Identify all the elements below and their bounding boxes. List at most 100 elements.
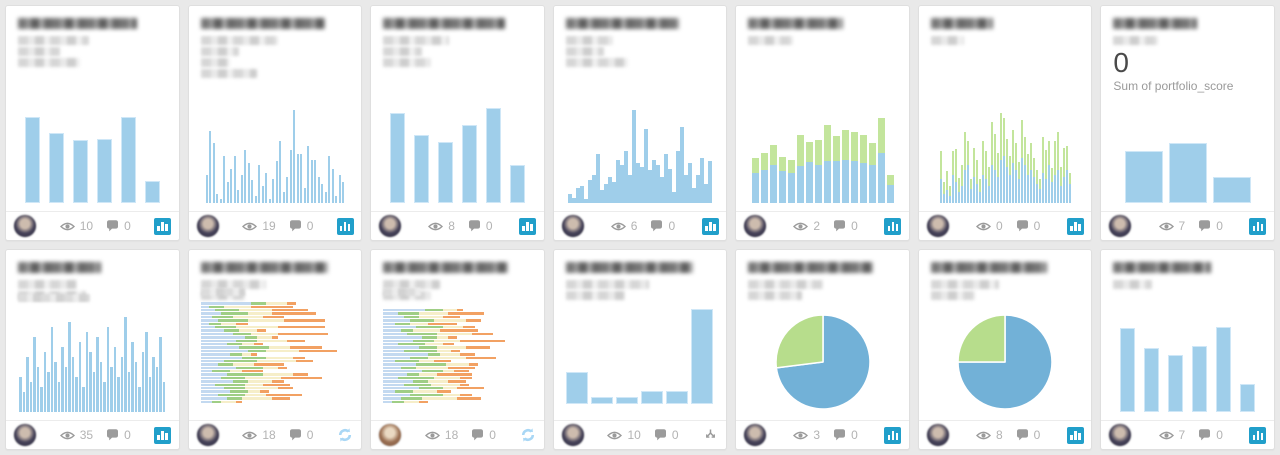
comment-bubble-icon <box>106 220 119 232</box>
comment-bubble-icon <box>650 220 663 232</box>
card-stats: 7 0 <box>1132 428 1249 442</box>
avatar[interactable] <box>195 423 220 447</box>
card-action[interactable] <box>519 217 537 235</box>
sync-arrows-icon[interactable] <box>337 427 353 443</box>
avatar[interactable] <box>560 214 585 239</box>
views-count: 6 <box>630 219 638 234</box>
blurred-title <box>930 18 994 29</box>
card-action[interactable] <box>336 426 354 444</box>
chart-card[interactable]: 18 0 <box>187 249 363 450</box>
avatar[interactable] <box>195 214 220 239</box>
blurred-title <box>18 18 137 29</box>
avatar[interactable] <box>378 423 403 447</box>
comments-count: 0 <box>1216 428 1223 442</box>
avatar[interactable] <box>743 423 768 447</box>
card-action[interactable] <box>154 217 172 235</box>
card-action[interactable] <box>884 217 902 235</box>
card-stats: 18 0 <box>220 428 337 442</box>
chart-card[interactable]: 18 0 <box>370 249 545 450</box>
views-count: 2 <box>813 219 821 234</box>
grid-chart-badge-icon[interactable] <box>1249 217 1267 235</box>
card-action[interactable] <box>154 426 172 444</box>
grid-chart-badge-icon[interactable] <box>154 217 172 235</box>
comment-bubble-icon <box>654 429 667 441</box>
chart-card[interactable]: 8 0 <box>370 5 545 242</box>
avatar[interactable] <box>925 214 950 239</box>
card-stats: 3 0 <box>767 428 884 442</box>
card-footer: 10 0 <box>6 211 179 240</box>
eye-icon <box>424 430 440 441</box>
blurred-subtitle-block <box>1113 36 1262 45</box>
chart-card[interactable]: 10 0 <box>552 249 728 450</box>
chart-card[interactable]: 10 0 <box>5 5 180 242</box>
card-body <box>6 6 179 211</box>
avatar[interactable] <box>13 423 37 447</box>
comments-count: 0 <box>489 428 496 442</box>
card-body <box>6 250 179 420</box>
eye-icon <box>610 221 626 232</box>
chart-card[interactable]: 6 0 <box>552 5 728 242</box>
card-footer: 2 0 <box>736 211 909 240</box>
eye-icon <box>1158 221 1174 232</box>
grid-chart-badge-icon[interactable] <box>336 217 354 235</box>
card-action[interactable] <box>1066 217 1084 235</box>
avatar[interactable] <box>1108 214 1133 239</box>
blurred-subtitle-block <box>1113 280 1262 290</box>
chart-card[interactable]: 0 Sum of portfolio_score 7 0 <box>1100 5 1275 242</box>
eye-icon <box>793 221 809 232</box>
chart-card[interactable]: 7 0 <box>1100 249 1275 450</box>
card-footer: 19 0 <box>188 211 362 240</box>
avatar[interactable] <box>743 214 768 239</box>
avatar[interactable] <box>560 423 585 447</box>
chart-card[interactable]: 35 0 <box>5 249 180 450</box>
views-count: 8 <box>995 428 1003 442</box>
chart-card[interactable]: 0 0 <box>917 5 1093 242</box>
card-stats: 0 0 <box>950 219 1067 233</box>
card-body <box>189 6 362 211</box>
chart-preview <box>18 312 167 412</box>
chart-card[interactable]: 19 0 <box>187 5 363 242</box>
chart-preview <box>201 108 350 204</box>
big-number-value: 0 <box>1113 47 1129 78</box>
avatar[interactable] <box>925 423 950 447</box>
card-action[interactable] <box>1249 217 1267 235</box>
card-action[interactable] <box>1066 426 1084 444</box>
chart-card[interactable]: 3 0 <box>735 249 910 450</box>
card-footer: 35 0 <box>6 420 179 449</box>
grid-chart-badge-icon[interactable] <box>1066 426 1084 444</box>
sync-arrows-icon[interactable] <box>520 427 536 443</box>
views-count: 19 <box>262 219 276 234</box>
card-body <box>189 250 362 420</box>
comments-count: 0 <box>851 219 858 234</box>
blurred-subtitle-block <box>200 36 350 78</box>
card-action[interactable] <box>701 217 719 235</box>
card-action[interactable] <box>884 426 902 444</box>
card-action[interactable] <box>519 426 537 444</box>
views-count: 3 <box>813 428 821 442</box>
card-footer: 10 0 <box>553 420 727 449</box>
grid-chart-badge-icon[interactable] <box>1249 426 1267 444</box>
comment-bubble-icon <box>471 429 484 441</box>
card-body <box>736 250 909 420</box>
grid-chart-badge-icon[interactable] <box>884 426 902 444</box>
card-body <box>371 250 544 420</box>
blurred-axis-label <box>18 294 91 302</box>
card-action[interactable] <box>336 217 354 235</box>
chart-preview <box>1113 131 1262 204</box>
chart-preview <box>748 314 897 410</box>
card-action[interactable] <box>1249 426 1267 444</box>
grid-chart-badge-icon[interactable] <box>884 217 902 235</box>
grid-chart-badge-icon[interactable] <box>519 217 537 235</box>
grid-chart-badge-icon[interactable] <box>1066 217 1084 235</box>
grid-chart-badge-icon[interactable] <box>701 217 719 235</box>
comment-bubble-icon <box>1198 429 1211 441</box>
avatar[interactable] <box>378 214 403 239</box>
grid-chart-badge-icon[interactable] <box>154 426 172 444</box>
blurred-title <box>565 262 694 274</box>
chart-card[interactable]: 8 0 <box>917 249 1093 450</box>
avatar[interactable] <box>1108 423 1133 447</box>
fork-arrows-icon[interactable] <box>702 427 719 443</box>
avatar[interactable] <box>13 214 37 239</box>
card-action[interactable] <box>701 426 719 444</box>
chart-card[interactable]: 2 0 <box>735 5 910 242</box>
